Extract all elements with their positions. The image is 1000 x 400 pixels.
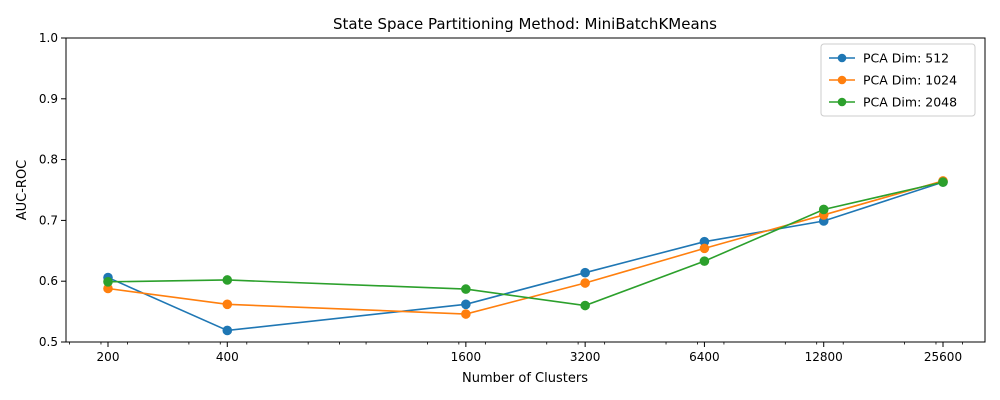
legend-marker (837, 75, 847, 85)
x-tick-label: 3200 (570, 350, 601, 364)
y-tick-label: 0.9 (39, 92, 58, 106)
series-point (461, 309, 471, 319)
legend-label: PCA Dim: 1024 (863, 73, 957, 88)
y-axis-label: AUC-ROC (15, 160, 30, 221)
x-tick-label: 400 (216, 350, 239, 364)
series-point (222, 299, 233, 310)
series-point (580, 278, 590, 288)
series-point (103, 277, 113, 287)
y-tick-label: 0.5 (39, 335, 58, 349)
axes-layer: 200 400 1600 3200 6400 12800 25600 0.5 0.6 0.7 0.8… (39, 31, 963, 364)
chart-title: State Space Partitioning Method: MiniBat… (333, 15, 717, 33)
legend-marker (837, 53, 847, 63)
y-tick-label: 0.8 (39, 153, 58, 167)
series-point (222, 275, 233, 285)
series-layer (103, 176, 948, 336)
x-tick-label: 6400 (689, 350, 720, 364)
x-tick-label: 12800 (805, 350, 843, 364)
plot-frame (65, 37, 986, 343)
x-axis-label: Number of Clusters (462, 371, 588, 386)
series-point (580, 267, 590, 278)
series-point (938, 177, 948, 187)
legend-label: PCA Dim: 2048 (863, 95, 957, 110)
series-point (580, 300, 590, 311)
y-tick-label: 0.6 (39, 274, 58, 288)
legend: PCA Dim: 512 PCA Dim: 1024 PCA Dim: 2048 (820, 43, 976, 117)
x-tick-label: 25600 (924, 350, 962, 364)
x-tick-label: 1600 (451, 350, 482, 364)
series-point (461, 299, 471, 310)
y-tick-label: 1.0 (39, 31, 58, 45)
series-point (699, 256, 710, 266)
y-tick-label: 0.7 (39, 213, 58, 227)
legend-box (820, 43, 976, 117)
x-tick-label: 200 (97, 350, 120, 364)
series-point (818, 204, 829, 215)
legend-label: PCA Dim: 512 (863, 51, 949, 66)
series-point (699, 243, 710, 254)
series-point (461, 284, 471, 294)
legend-marker (837, 97, 847, 107)
series-point (222, 325, 233, 336)
